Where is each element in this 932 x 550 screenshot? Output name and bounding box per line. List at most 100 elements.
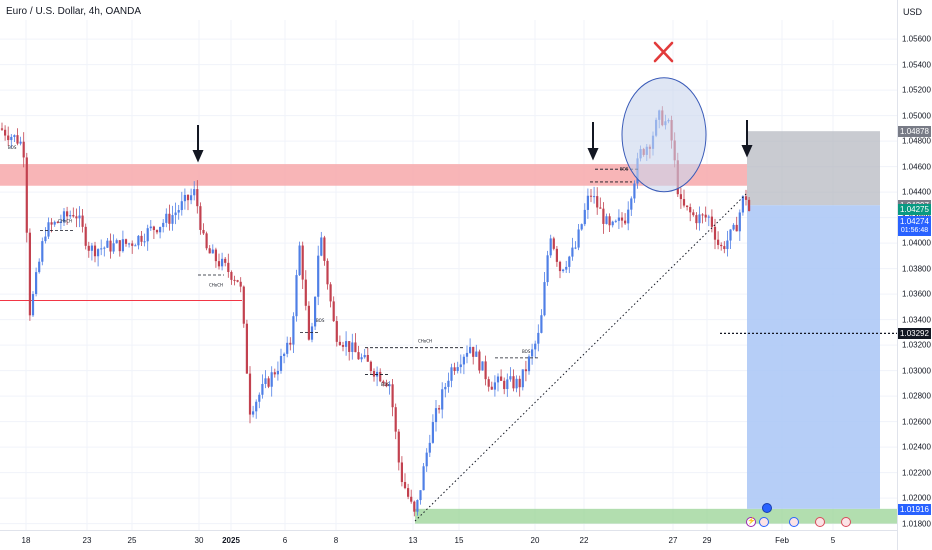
price-tick-label: 1.04800 <box>902 136 931 146</box>
price-tag-value: 1.04878 <box>900 127 929 137</box>
price-tick-label: 1.03200 <box>902 340 931 350</box>
time-tick-label: 25 <box>127 536 137 545</box>
time-tick-label: Feb <box>775 536 789 545</box>
candle-body <box>382 381 385 384</box>
candle-body <box>503 380 506 390</box>
time-tick-label: 8 <box>333 536 339 545</box>
time-tick-label: 20 <box>530 536 540 545</box>
calendar-event-icon[interactable] <box>759 517 769 527</box>
candle-body <box>75 216 78 219</box>
candle-body <box>214 249 217 262</box>
candle-body <box>580 224 583 230</box>
candle-body <box>273 372 276 375</box>
candle-body <box>236 280 239 282</box>
candle-body <box>366 355 369 362</box>
candle-body <box>354 342 357 353</box>
candle-body <box>47 222 50 237</box>
candle-body <box>286 342 289 354</box>
candle-body <box>558 261 562 272</box>
candle-body <box>159 226 162 233</box>
time-tick-label: 30 <box>194 536 204 545</box>
candle-body <box>465 352 469 357</box>
candle-body <box>425 452 428 467</box>
candle-body <box>723 246 726 250</box>
price-tick-label: 1.05000 <box>902 111 931 121</box>
candle-body <box>729 229 732 241</box>
time-tick-label: 6 <box>282 536 288 545</box>
candle-body <box>69 215 72 217</box>
candle-body <box>19 141 22 144</box>
support-zone <box>415 508 898 524</box>
calendar-event-icon[interactable] <box>815 517 825 527</box>
candle-body <box>388 384 391 387</box>
time-tick-label: 13 <box>408 536 418 545</box>
candle-body <box>78 215 81 219</box>
candle-body <box>738 212 741 232</box>
candle-body <box>245 323 248 374</box>
price-tick-label: 1.05400 <box>902 60 931 70</box>
price-tag-value: 1.04275 <box>900 205 929 215</box>
candle-body <box>289 342 292 345</box>
price-tick-label: 1.04600 <box>902 162 931 172</box>
candle-body <box>292 316 295 345</box>
price-tick-label: 1.03400 <box>902 315 931 325</box>
price-tag: 1.01916 <box>898 503 931 515</box>
candle-body <box>329 284 332 302</box>
calendar-event-icon[interactable] <box>841 517 851 527</box>
candle-body <box>239 281 242 287</box>
candle-body <box>25 157 28 233</box>
currency-label[interactable]: USD <box>902 7 922 17</box>
price-tag: 1.04878 <box>898 126 931 138</box>
candle-body <box>537 332 540 344</box>
down-arrow-icon <box>741 120 753 158</box>
candle-body <box>583 209 586 225</box>
price-tick-label: 1.02800 <box>902 391 931 401</box>
candle-body <box>205 233 208 249</box>
candle-body <box>410 496 413 502</box>
candle-body <box>276 370 279 375</box>
price-tag-value: 1.04274 <box>900 217 929 227</box>
candle-body <box>565 266 568 270</box>
price-axis[interactable] <box>897 0 932 550</box>
candle-body <box>422 466 425 491</box>
candle-body <box>695 215 698 224</box>
symbol-title[interactable]: Euro / U.S. Dollar, 4h, OANDA <box>6 6 142 17</box>
candle-body <box>242 286 245 324</box>
candle-body <box>233 279 236 281</box>
candle-body <box>546 255 549 283</box>
candle-body <box>87 245 90 251</box>
candle-body <box>152 226 155 231</box>
candle-body <box>515 378 518 389</box>
candle-body <box>335 321 338 342</box>
calendar-event-icon[interactable] <box>789 517 799 527</box>
candle-body <box>301 245 304 280</box>
candle-body <box>726 240 729 250</box>
calendar-event-icon[interactable]: ⚡ <box>746 517 756 527</box>
candle-body <box>258 394 261 402</box>
candle-body <box>490 386 493 390</box>
candle-body <box>679 194 682 200</box>
candle-body <box>493 382 496 390</box>
candle-body <box>707 216 710 218</box>
candle-body <box>304 279 307 306</box>
candle-body <box>261 383 264 395</box>
candle-body <box>462 356 465 365</box>
candle-body <box>608 216 611 226</box>
candle-body <box>283 353 286 356</box>
candle-body <box>28 232 31 316</box>
candle-body <box>332 301 335 322</box>
candle-body <box>360 357 363 360</box>
candle-body <box>400 462 403 483</box>
price-tick-label: 1.03600 <box>902 289 931 299</box>
candle-body <box>444 386 447 390</box>
candle-body <box>527 356 531 372</box>
structure-annotation: BOS <box>381 382 390 387</box>
candle-body <box>496 376 500 383</box>
candle-body <box>447 380 450 387</box>
candle-body <box>22 141 25 158</box>
time-axis[interactable] <box>0 530 897 550</box>
calendar-event-icon[interactable] <box>762 503 772 513</box>
candle-body <box>211 249 214 254</box>
